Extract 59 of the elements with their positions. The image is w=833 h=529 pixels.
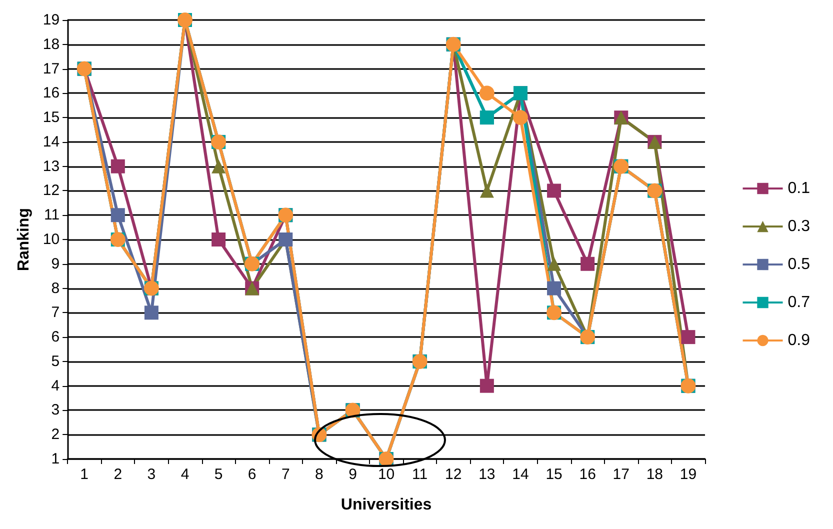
x-tick-label: 18	[646, 466, 664, 483]
legend-label: 0.7	[788, 294, 810, 311]
x-tick-label: 16	[579, 466, 596, 483]
y-tick-label: 8	[51, 280, 60, 297]
x-axis-title: Universities	[340, 496, 432, 514]
y-tick-label: 15	[42, 109, 60, 126]
point	[479, 86, 494, 101]
y-tick-label: 19	[42, 12, 60, 28]
x-tick-label: 3	[147, 466, 156, 483]
x-tick-label: 15	[546, 466, 562, 483]
point	[212, 232, 226, 246]
point	[513, 110, 528, 126]
x-tick-label: 13	[478, 466, 496, 483]
x-tick-label: 19	[680, 466, 697, 483]
x-tick-label: 2	[114, 466, 122, 483]
y-tick-label: 12	[42, 182, 60, 200]
y-tick-label: 7	[51, 304, 60, 322]
y-tick-label: 11	[44, 206, 60, 224]
x-tick-label: 1	[80, 466, 89, 483]
x-tick-label: 7	[281, 466, 290, 483]
y-tick-label: 17	[42, 60, 60, 78]
y-tick-label: 13	[42, 158, 60, 175]
y-tick-label: 6	[51, 328, 60, 346]
point	[144, 306, 158, 320]
legend-label: 0.3	[788, 218, 810, 235]
x-tick-label: 17	[612, 466, 630, 483]
y-tick-label: 10	[42, 231, 60, 248]
x-tick-label: 12	[445, 466, 462, 483]
point	[547, 256, 562, 271]
x-tick-label: 6	[248, 466, 256, 483]
legend-label: 0.1	[788, 180, 810, 197]
x-tick-label: 14	[512, 466, 529, 483]
y-tick-label: 18	[42, 36, 60, 53]
x-tick-label: 10	[378, 466, 395, 483]
point	[480, 378, 494, 393]
point	[547, 281, 562, 296]
y-axis-title: Ranking	[16, 208, 32, 272]
y-tick-label: 5	[51, 352, 60, 370]
x-tick-label: 9	[348, 466, 357, 483]
point	[110, 159, 125, 174]
point	[547, 184, 562, 198]
y-tick-label: 3	[51, 402, 60, 419]
y-tick-label: 16	[42, 84, 60, 102]
y-tick-label: 4	[51, 377, 60, 394]
point	[681, 330, 696, 344]
point	[480, 184, 494, 198]
y-tick-label: 2	[51, 426, 60, 444]
x-tick-label: 8	[315, 466, 324, 483]
legend-label: 0.9	[788, 332, 810, 349]
y-tick-label: 14	[42, 133, 60, 150]
y-tick-label: 1	[51, 450, 60, 468]
point	[110, 208, 125, 222]
x-tick-label: 4	[180, 466, 190, 483]
point	[212, 159, 226, 174]
x-tick-label: 5	[214, 466, 223, 483]
y-tick-label: 9	[51, 255, 60, 272]
legend-label: 0.5	[788, 256, 810, 273]
point	[580, 256, 595, 271]
x-tick-label: 11	[412, 466, 428, 483]
